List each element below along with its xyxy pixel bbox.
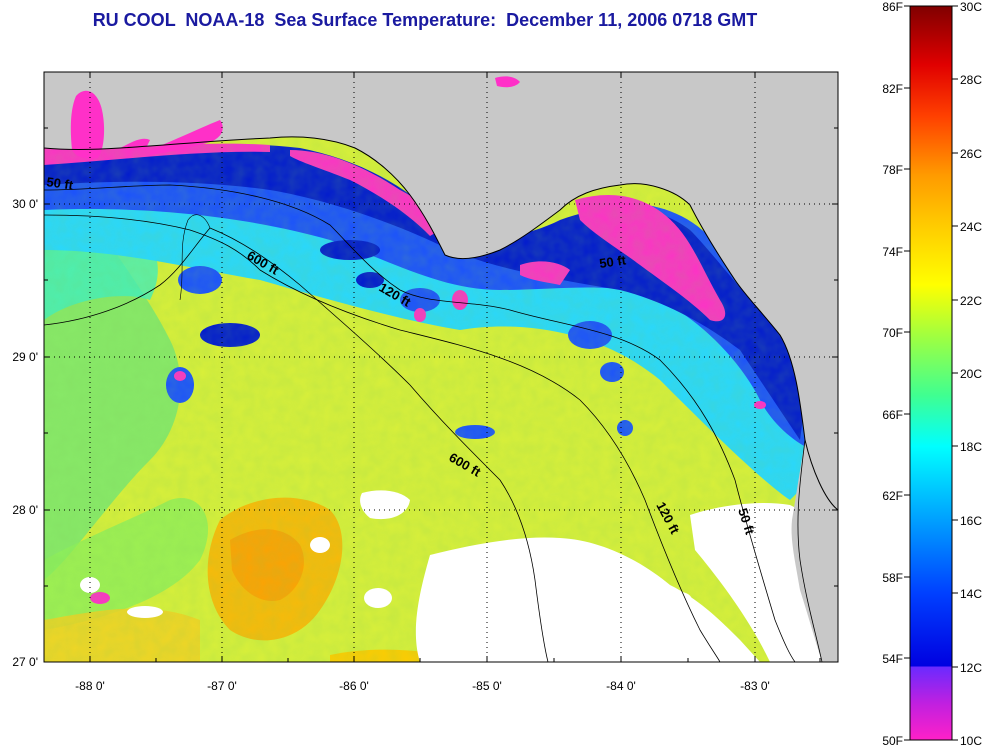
celsius-label: 20C <box>960 367 982 381</box>
celsius-label: 26C <box>960 147 982 161</box>
lon-tick-label: -83 0' <box>740 679 770 693</box>
fahrenheit-label: 86F <box>882 0 903 14</box>
contour-label: 50 ft <box>46 174 75 193</box>
contour-label: 50 ft <box>598 252 627 271</box>
celsius-label: 22C <box>960 294 982 308</box>
map-title: RU COOL NOAA-18 Sea Surface Temperature:… <box>92 10 758 30</box>
celsius-label: 16C <box>960 514 982 528</box>
celsius-label: 12C <box>960 661 982 675</box>
fahrenheit-label: 66F <box>882 408 903 422</box>
color-scale-bar <box>909 5 953 741</box>
fahrenheit-label: 50F <box>882 734 903 748</box>
fahrenheit-label: 62F <box>882 489 903 503</box>
color-scale-legend: 86F 82F 78F 74F 70F 66F 62F 58F 54F 50F … <box>882 0 982 748</box>
celsius-label: 18C <box>960 440 982 454</box>
lon-tick-label: -86 0' <box>339 679 369 693</box>
coastline <box>44 136 838 511</box>
celsius-label: 28C <box>960 73 982 87</box>
land-mass <box>44 72 838 510</box>
celsius-label: 24C <box>960 220 982 234</box>
lat-tick-label: 28 0' <box>12 503 38 517</box>
celsius-label: 10C <box>960 734 982 748</box>
contour-120ft <box>44 214 721 662</box>
fahrenheit-label: 54F <box>882 652 903 666</box>
lon-tick-label: -85 0' <box>472 679 502 693</box>
fahrenheit-label: 58F <box>882 571 903 585</box>
map-frame <box>43 71 839 663</box>
contour-50ft <box>44 184 796 662</box>
fahrenheit-label: 70F <box>882 326 903 340</box>
fahrenheit-label: 82F <box>882 82 903 96</box>
lon-tick-label: -88 0' <box>75 679 105 693</box>
celsius-label: 14C <box>960 587 982 601</box>
graticule <box>44 72 838 662</box>
lon-tick-label: -84 0' <box>606 679 636 693</box>
map-area: 50 ft 600 ft 120 ft 50 ft 600 ft 120 ft … <box>44 72 838 662</box>
lat-tick-label: 29 0' <box>12 350 38 364</box>
fahrenheit-label: 74F <box>882 245 903 259</box>
no-data-region <box>415 537 760 662</box>
lon-tick-label: -87 0' <box>207 679 237 693</box>
axis-ticks <box>44 72 838 663</box>
fahrenheit-label: 78F <box>882 163 903 177</box>
celsius-label: 30C <box>960 0 982 14</box>
contour-600ft <box>44 227 549 662</box>
lat-tick-label: 30 0' <box>12 197 38 211</box>
lat-tick-label: 27 0' <box>12 655 38 669</box>
